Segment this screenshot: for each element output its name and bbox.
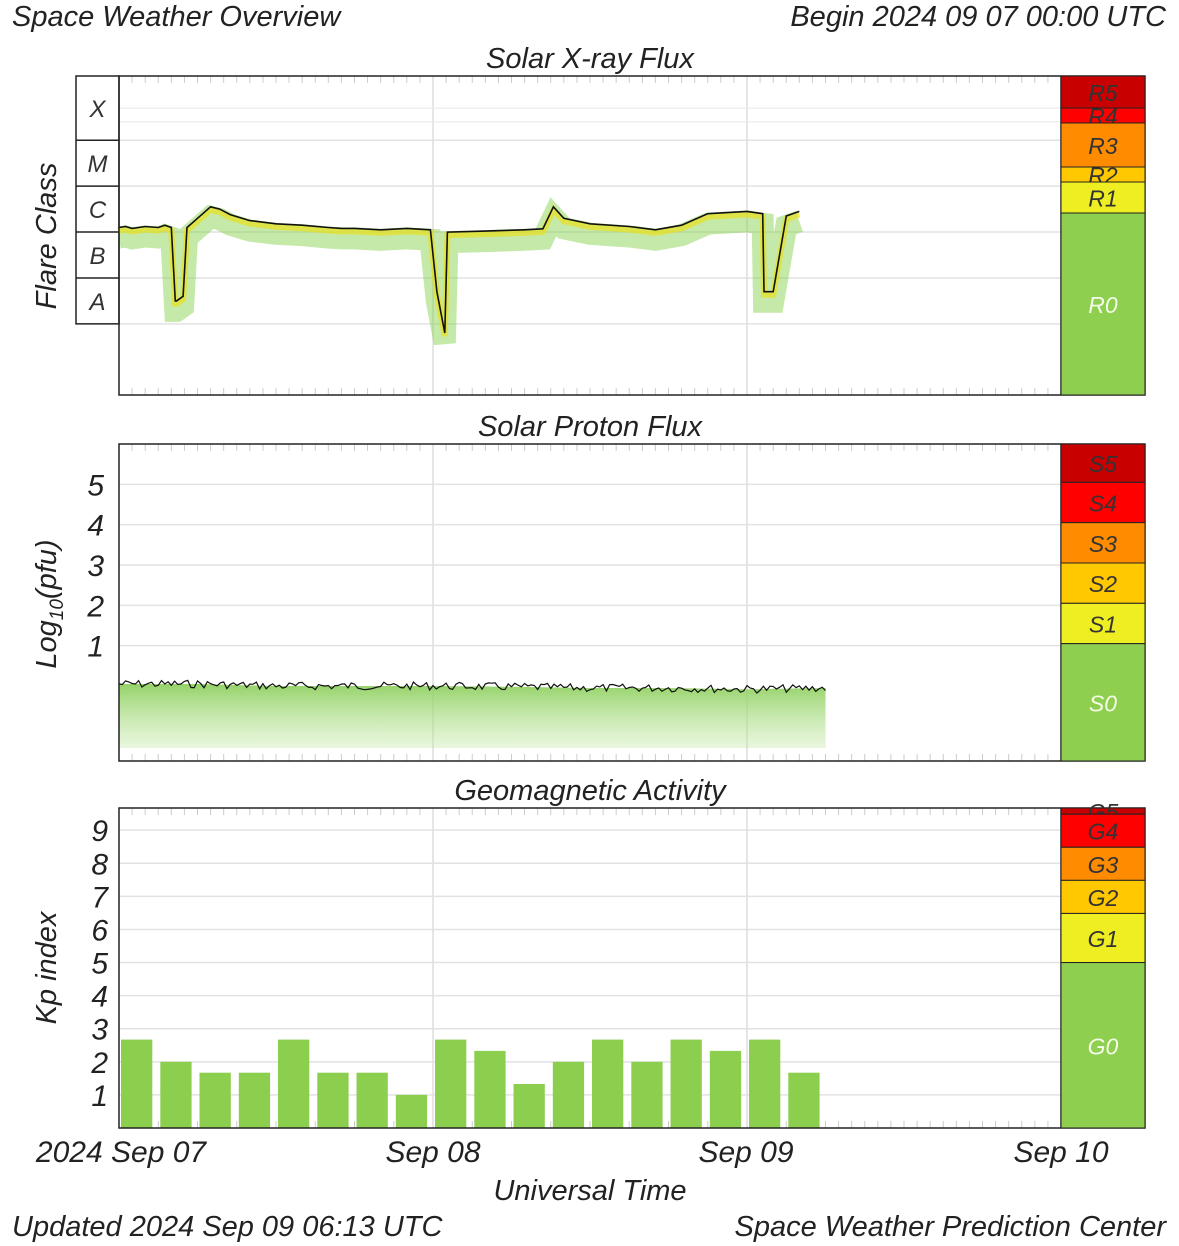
geomagnetic-storm-scale-label: G3 [1088,852,1119,878]
flare-class-label: X [88,96,106,123]
xray-flux-halo [118,204,801,337]
proton-panel-title: Solar Proton Flux [478,411,704,443]
geomagnetic-storm-scale-label: G1 [1088,926,1119,952]
radiation-storm-scale-label: S1 [1089,611,1117,637]
kp-y-tick: 8 [91,848,108,881]
kp-bar [670,1039,702,1128]
geomag-y-label: Kp index [31,910,63,1024]
proton-flux-line [118,679,826,694]
kp-bar [435,1039,467,1128]
kp-bar [631,1061,663,1128]
radiation-storm-scale-band [1060,562,1146,604]
proton-y-tick: 5 [87,469,104,502]
xray-flux-shading [117,197,803,346]
xray-panel-title: Solar X-ray Flux [486,43,695,75]
kp-bar [592,1039,624,1128]
prediction-center: Space Weather Prediction Center [735,1211,1168,1243]
kp-bar [199,1072,231,1128]
radiation-storm-scale-band [1060,602,1146,645]
geomagnetic-storm-scale-label: G2 [1088,885,1119,911]
kp-y-tick: 6 [91,914,108,947]
radiation-storm-scale-label: S0 [1089,690,1117,716]
radiation-storm-scale-label: S2 [1089,571,1117,597]
kp-bar [709,1050,742,1128]
flare-class-label: A [87,289,105,316]
radio-blackout-scale-label: R1 [1088,186,1117,212]
proton-y-label-tail: (pfu) [31,539,63,599]
radiation-storm-scale-label: S3 [1089,531,1117,557]
radiation-storm-scale-label: S4 [1089,490,1117,516]
proton-y-label: Log10(pfu) [31,539,68,668]
radio-blackout-scale-band [1060,122,1146,168]
x-tick-sep08: Sep 08 [385,1136,480,1169]
geomag-panel-title: Geomagnetic Activity [454,775,727,807]
overview-title: Space Weather Overview [12,1,342,33]
kp-bar [395,1094,428,1128]
geomagnetic-storm-scale-band [1060,813,1146,848]
radiation-storm-scale-band [1060,522,1146,564]
kp-y-tick: 2 [90,1047,108,1080]
proton-y-tick: 3 [87,550,104,583]
radio-blackout-scale-band [1060,75,1146,109]
radio-blackout-scale-label: R0 [1088,292,1118,318]
proton-y-label-sub: 10 [47,599,68,621]
kp-bar [552,1061,585,1128]
kp-bar [317,1072,349,1128]
geomagnetic-storm-scale-label: G0 [1088,1033,1119,1059]
x-tick-sep07: 2024 Sep 07 [35,1136,207,1169]
geomagnetic-storm-scale-band [1060,912,1146,964]
radiation-storm-scale-band [1060,481,1146,524]
radio-blackout-scale-label: R3 [1088,133,1118,159]
geomagnetic-storm-scale-band [1060,846,1146,881]
flare-class-label: B [89,243,105,270]
kp-bar [160,1061,192,1128]
proton-y-tick: 4 [87,510,104,543]
updated-time: Updated 2024 Sep 09 06:13 UTC [12,1211,444,1243]
radiation-storm-scale-label: S5 [1089,451,1117,477]
flare-class-box [75,75,120,325]
kp-bar [238,1072,271,1128]
x-tick-sep09: Sep 09 [698,1136,793,1169]
kp-y-tick: 3 [91,1014,108,1047]
begin-time: Begin 2024 09 07 00:00 UTC [790,1,1167,33]
kp-bar [749,1039,781,1128]
proton-y-tick: 2 [86,590,104,623]
geomagnetic-storm-scale-band [1060,962,1146,1129]
kp-y-tick: 1 [91,1080,108,1113]
xray-flux-line [118,205,800,334]
kp-y-tick: 7 [91,881,109,914]
x-axis-label: Universal Time [493,1175,686,1207]
geomagnetic-storm-scale-label: G4 [1088,819,1119,845]
flare-class-label: C [89,197,107,224]
proton-flux-fill [119,684,826,748]
proton-y-label-main: Log [31,620,63,668]
radio-blackout-scale-label: R5 [1088,80,1118,106]
kp-y-tick: 4 [91,981,108,1014]
kp-bar [513,1084,545,1128]
proton-plot-layer: 1 2 3 4 5 S5 S4 S3 S2 S1 S0 [86,443,1146,762]
x-tick-sep10: Sep 10 [1013,1136,1108,1169]
kp-y-tick: 9 [91,815,108,848]
radio-blackout-scale-band [1060,212,1146,396]
kp-y-tick: 5 [91,948,108,981]
radiation-storm-scale-band [1060,643,1146,762]
proton-y-tick: 1 [87,631,104,664]
kp-bar [121,1039,153,1128]
kp-bar [788,1072,820,1128]
flare-class-label: M [88,151,108,178]
xray-y-label: Flare Class [31,163,63,310]
kp-bar [356,1072,388,1128]
kp-bar [474,1050,506,1128]
kp-bar [278,1039,310,1128]
